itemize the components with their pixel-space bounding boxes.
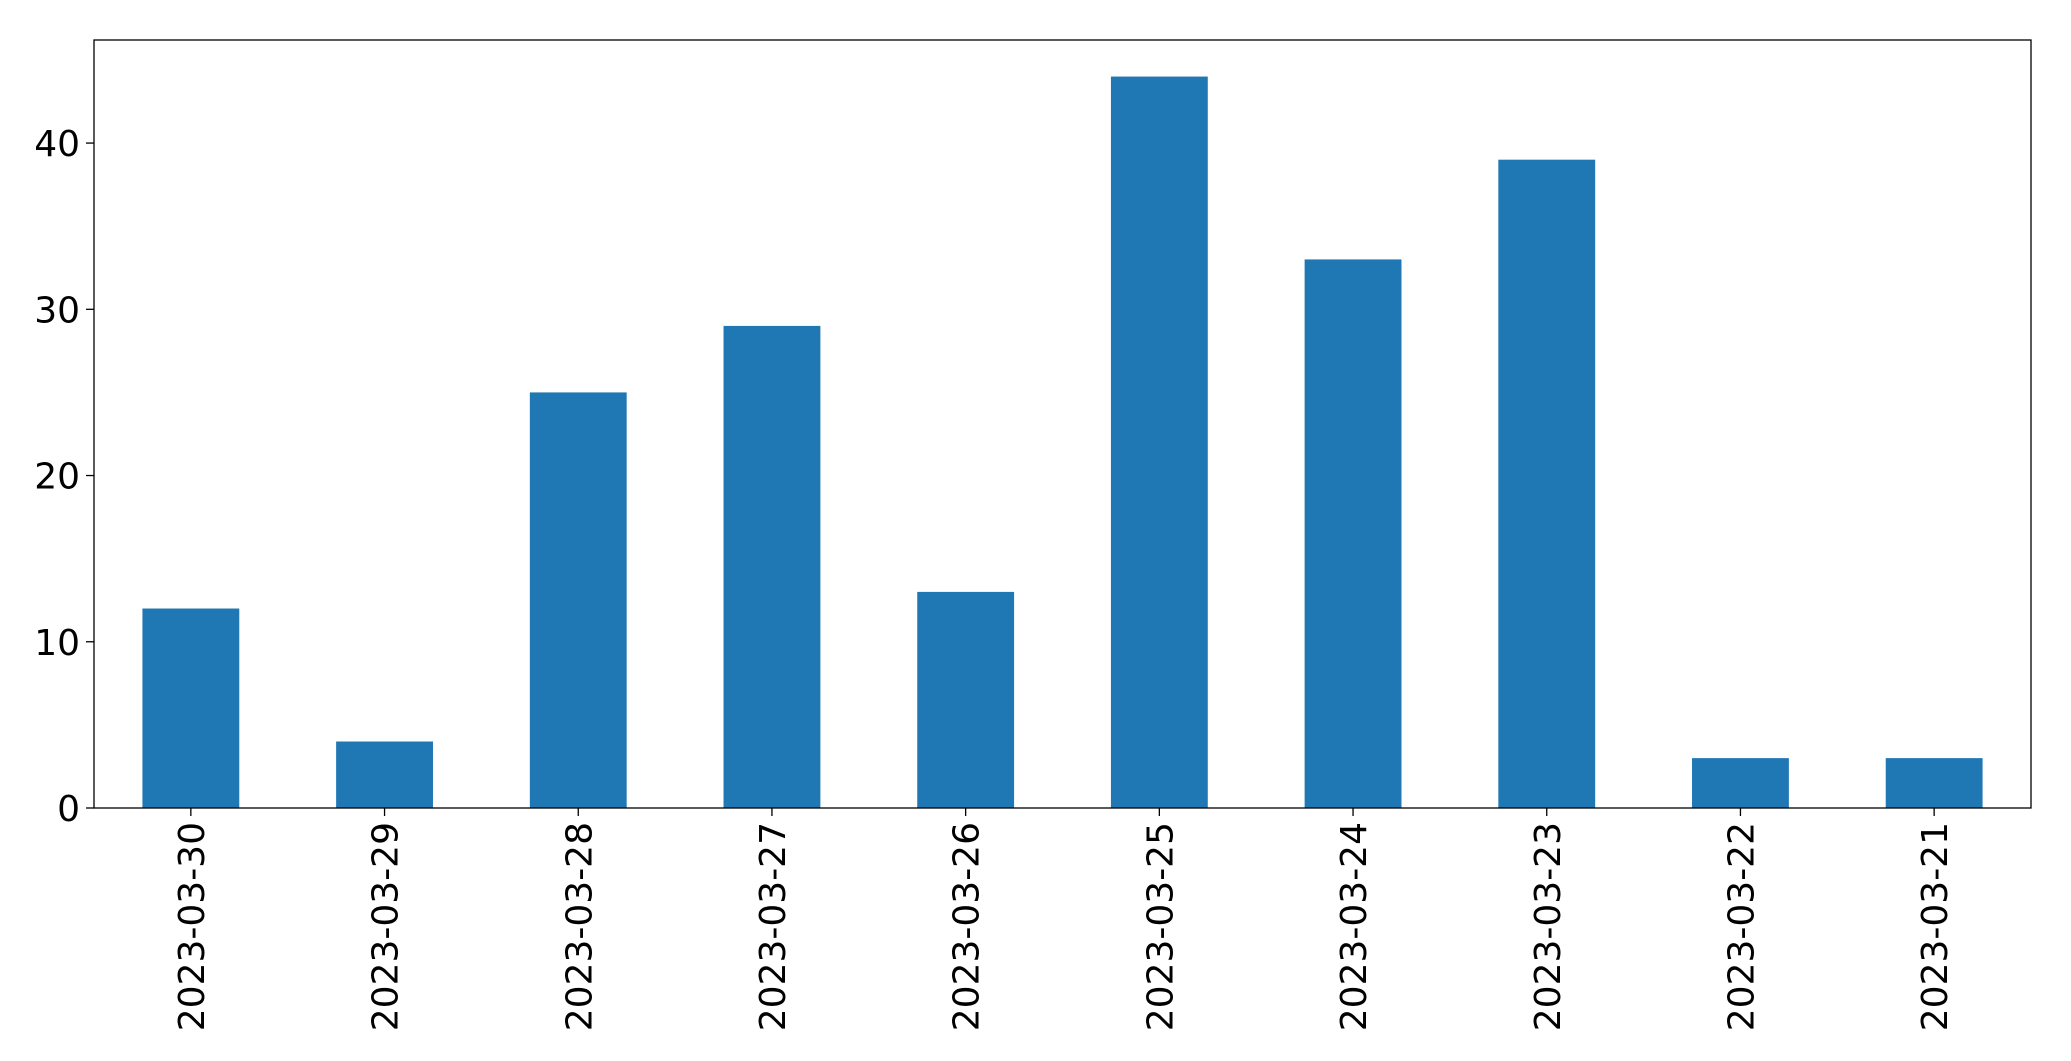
x-tick-label: 2023-03-27 [753, 822, 794, 1031]
bar [1304, 259, 1402, 808]
y-tick-label: 20 [34, 457, 80, 498]
bar [1498, 159, 1596, 809]
x-tick-label: 2023-03-30 [172, 822, 213, 1031]
plot-frame [93, 39, 2032, 809]
x-tick-label: 2023-03-25 [1140, 822, 1181, 1031]
x-tick-label: 2023-03-23 [1528, 822, 1569, 1031]
y-tick-label: 40 [34, 124, 80, 165]
bar [142, 608, 240, 808]
x-tick-label: 2023-03-24 [1334, 822, 1375, 1031]
x-tick-label: 2023-03-26 [947, 822, 988, 1031]
x-tick-label: 2023-03-28 [559, 822, 600, 1031]
y-tick-label: 10 [34, 623, 80, 664]
bar [529, 392, 627, 808]
x-tick-label: 2023-03-22 [1721, 822, 1762, 1031]
bar [1885, 758, 1983, 808]
x-tick-label: 2023-03-29 [366, 822, 407, 1031]
y-tick-label: 30 [34, 290, 80, 331]
bar [336, 741, 433, 808]
bar [1692, 758, 1789, 808]
bar [723, 325, 821, 808]
bar [1110, 76, 1208, 809]
bar [917, 591, 1015, 808]
y-tick-label: 0 [57, 789, 80, 830]
x-tick-label: 2023-03-21 [1915, 822, 1956, 1031]
